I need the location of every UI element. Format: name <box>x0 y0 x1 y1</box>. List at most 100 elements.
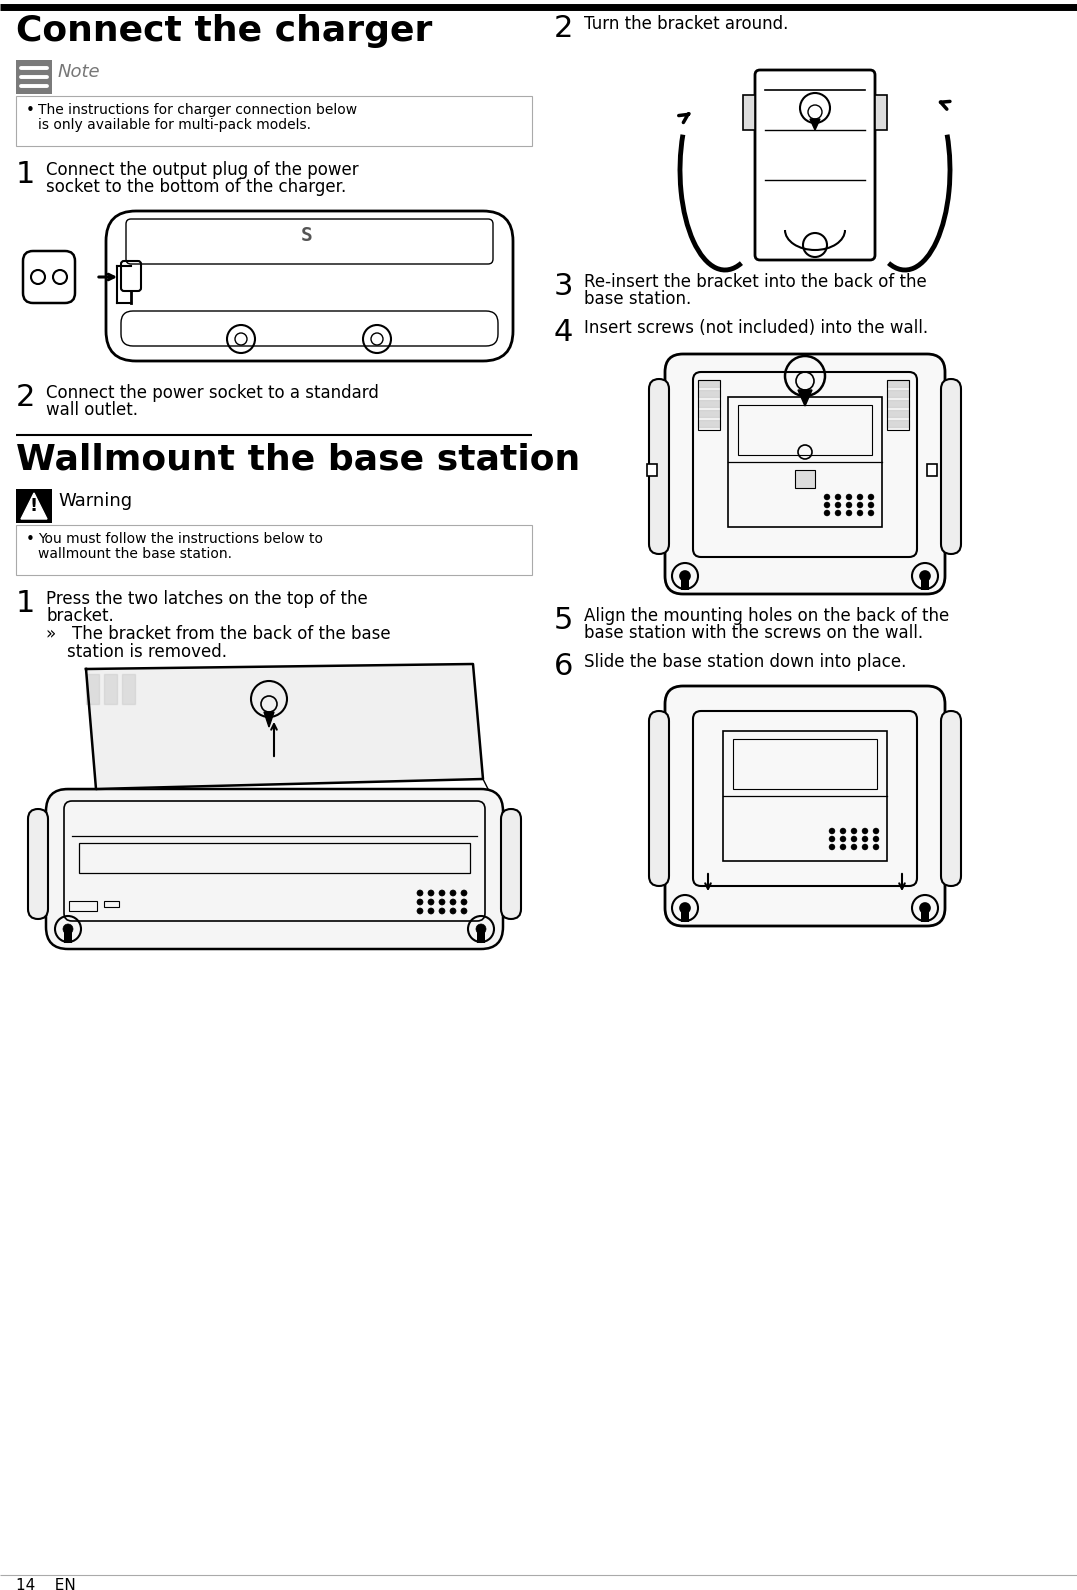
Circle shape <box>680 571 690 580</box>
Bar <box>79 843 470 873</box>
Circle shape <box>439 908 445 914</box>
Polygon shape <box>264 712 274 727</box>
Circle shape <box>857 502 863 507</box>
Bar <box>64 929 72 943</box>
FancyBboxPatch shape <box>501 809 521 919</box>
Circle shape <box>840 844 847 851</box>
Circle shape <box>920 903 931 913</box>
Circle shape <box>450 908 456 914</box>
Circle shape <box>847 502 852 507</box>
Text: wall outlet.: wall outlet. <box>46 401 138 420</box>
Circle shape <box>417 890 423 897</box>
Circle shape <box>450 898 456 905</box>
Circle shape <box>862 828 868 835</box>
Circle shape <box>851 844 857 851</box>
Bar <box>733 739 877 789</box>
Circle shape <box>829 836 835 843</box>
Bar <box>16 60 52 94</box>
Circle shape <box>868 510 875 517</box>
Bar <box>681 576 689 590</box>
Polygon shape <box>887 401 909 407</box>
Circle shape <box>857 494 863 499</box>
Text: is only available for multi-pack models.: is only available for multi-pack models. <box>38 118 311 132</box>
Circle shape <box>835 502 841 507</box>
Polygon shape <box>887 410 909 417</box>
Text: You must follow the instructions below to: You must follow the instructions below t… <box>38 533 323 545</box>
Text: »   The bracket from the back of the base: » The bracket from the back of the base <box>46 625 391 642</box>
Polygon shape <box>20 493 47 518</box>
Bar <box>477 929 485 943</box>
Circle shape <box>862 844 868 851</box>
FancyBboxPatch shape <box>665 355 945 595</box>
Bar <box>647 464 657 475</box>
Text: 1: 1 <box>16 161 36 189</box>
Circle shape <box>824 494 830 499</box>
FancyBboxPatch shape <box>941 711 961 886</box>
Bar <box>875 95 887 130</box>
Polygon shape <box>698 380 721 386</box>
Bar <box>723 731 887 862</box>
Circle shape <box>862 836 868 843</box>
Polygon shape <box>887 380 909 386</box>
Text: S: S <box>300 226 312 245</box>
Bar <box>16 95 532 146</box>
Text: socket to the bottom of the charger.: socket to the bottom of the charger. <box>46 178 346 196</box>
Circle shape <box>461 890 467 897</box>
Circle shape <box>868 494 875 499</box>
Text: Insert screws (not included) into the wall.: Insert screws (not included) into the wa… <box>584 320 928 337</box>
Text: •: • <box>26 533 34 547</box>
Text: Connect the power socket to a standard: Connect the power socket to a standard <box>46 385 379 402</box>
Bar <box>681 908 689 922</box>
Circle shape <box>439 890 445 897</box>
Circle shape <box>450 890 456 897</box>
Text: station is removed.: station is removed. <box>46 642 227 661</box>
Polygon shape <box>810 119 820 130</box>
Circle shape <box>857 510 863 517</box>
Circle shape <box>873 828 879 835</box>
Polygon shape <box>104 674 117 704</box>
FancyBboxPatch shape <box>28 809 48 919</box>
Circle shape <box>920 571 931 580</box>
Polygon shape <box>887 390 909 398</box>
Text: 2: 2 <box>16 383 36 412</box>
Text: base station.: base station. <box>584 289 691 308</box>
Polygon shape <box>698 410 721 417</box>
Text: •: • <box>26 103 34 118</box>
Text: wallmount the base station.: wallmount the base station. <box>38 547 232 561</box>
Bar <box>69 902 97 911</box>
Polygon shape <box>698 420 721 428</box>
Text: Align the mounting holes on the back of the: Align the mounting holes on the back of … <box>584 607 949 625</box>
Circle shape <box>829 844 835 851</box>
Text: 1: 1 <box>16 588 36 619</box>
Circle shape <box>476 924 486 933</box>
Text: 4: 4 <box>554 318 573 347</box>
Text: 2: 2 <box>554 14 573 43</box>
Polygon shape <box>698 401 721 407</box>
Bar <box>16 525 532 576</box>
Bar <box>921 908 929 922</box>
Circle shape <box>417 908 423 914</box>
Polygon shape <box>887 420 909 428</box>
FancyBboxPatch shape <box>649 378 669 553</box>
Circle shape <box>428 898 434 905</box>
Circle shape <box>428 890 434 897</box>
FancyBboxPatch shape <box>649 711 669 886</box>
Text: Warning: Warning <box>58 491 132 510</box>
Bar <box>728 398 882 526</box>
Circle shape <box>847 510 852 517</box>
Circle shape <box>835 510 841 517</box>
Text: Note: Note <box>58 64 100 81</box>
Circle shape <box>840 828 847 835</box>
FancyBboxPatch shape <box>665 685 945 925</box>
Polygon shape <box>86 665 482 789</box>
Circle shape <box>873 844 879 851</box>
Circle shape <box>835 494 841 499</box>
Text: 14    EN: 14 EN <box>16 1577 75 1590</box>
Circle shape <box>461 908 467 914</box>
Bar <box>887 380 909 429</box>
Text: Turn the bracket around.: Turn the bracket around. <box>584 14 788 33</box>
Text: The instructions for charger connection below: The instructions for charger connection … <box>38 103 358 118</box>
Circle shape <box>428 908 434 914</box>
Circle shape <box>847 494 852 499</box>
Circle shape <box>873 836 879 843</box>
